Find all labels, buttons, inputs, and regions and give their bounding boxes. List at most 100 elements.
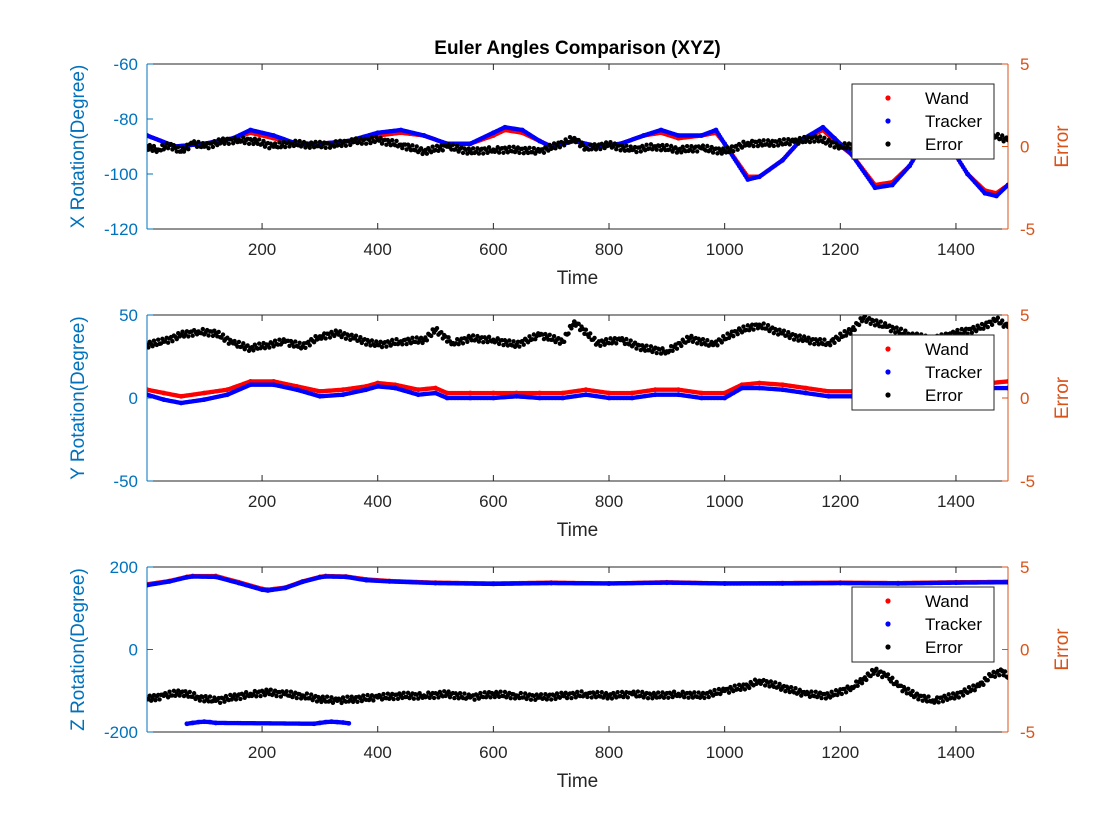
data-point: [868, 321, 873, 327]
data-point: [363, 342, 369, 347]
data-point: [551, 334, 557, 339]
x-tick-label: 800: [595, 240, 623, 259]
data-point: [797, 333, 803, 338]
data-point: [389, 337, 395, 343]
y-tick-label-left: 0: [129, 389, 138, 408]
legend-label: Tracker: [925, 363, 982, 382]
data-point: [973, 328, 979, 334]
panel-1: 200 400 600 800 1000 1200 1400-120-100-80-60-5…: [68, 38, 1073, 289]
data-point: [424, 338, 430, 343]
data-point: [856, 322, 862, 328]
y-tick-label-right: 0: [1020, 389, 1029, 408]
data-point: [995, 315, 1001, 321]
data-point: [394, 337, 399, 342]
data-point: [277, 337, 282, 342]
y-tick-label-left: -120: [104, 220, 138, 239]
data-point: [196, 139, 201, 145]
data-point: [832, 340, 837, 346]
data-point: [547, 142, 552, 148]
data-point: [176, 144, 181, 150]
data-point: [332, 333, 337, 339]
data-point: [349, 332, 354, 338]
data-point: [684, 144, 690, 149]
y-axis-label-right: Error: [1052, 628, 1073, 671]
data-point: [634, 346, 639, 351]
data-point: [705, 143, 710, 149]
data-point: [531, 145, 537, 151]
data-point: [786, 329, 791, 335]
data-point: [400, 145, 405, 151]
data-point: [486, 334, 492, 340]
data-point: [517, 344, 522, 349]
data-point: [777, 327, 782, 332]
legend-marker: [885, 392, 891, 398]
data-point: [791, 337, 797, 342]
data-point: [186, 146, 191, 152]
x-axis-label: Time: [557, 268, 599, 289]
data-point: [507, 144, 512, 150]
data-point: [293, 339, 298, 344]
data-point: [327, 335, 333, 340]
data-point: [353, 333, 359, 338]
data-point: [343, 143, 349, 148]
legend-marker: [885, 95, 891, 101]
data-point: [1005, 579, 1008, 585]
legend-marker: [885, 346, 891, 352]
data-point: [1000, 133, 1005, 138]
data-point: [1005, 385, 1008, 391]
data-point: [261, 138, 266, 144]
data-point: [170, 339, 175, 344]
data-point: [210, 144, 216, 150]
data-point: [348, 142, 353, 148]
y-axis-label-right: Error: [1052, 376, 1073, 419]
data-point: [313, 139, 318, 145]
data-point: [430, 144, 435, 149]
data-point: [418, 146, 424, 151]
y-tick-label-right: 0: [1020, 138, 1029, 157]
data-point: [822, 135, 827, 141]
x-tick-label: 1400: [937, 492, 975, 511]
data-point: [460, 341, 466, 346]
x-tick-label: 1200: [821, 492, 859, 511]
data-point: [852, 327, 857, 333]
data-point: [985, 324, 990, 330]
data-point: [731, 149, 736, 154]
data-point: [1005, 182, 1008, 188]
data-point: [439, 329, 444, 335]
data-point: [735, 147, 740, 152]
data-point: [363, 141, 369, 146]
data-point: [583, 327, 589, 332]
data-point: [282, 144, 288, 150]
data-point: [511, 339, 516, 344]
data-point: [1005, 379, 1008, 384]
data-point: [836, 337, 842, 343]
data-point: [580, 142, 586, 148]
data-point: [592, 335, 597, 341]
data-point: [694, 341, 700, 346]
data-point: [297, 340, 302, 345]
data-point: [731, 333, 736, 339]
data-point: [1005, 324, 1008, 330]
data-point: [303, 345, 308, 350]
legend-label: Tracker: [925, 112, 982, 131]
data-point: [593, 147, 599, 152]
series-group: [147, 573, 1008, 727]
data-point: [236, 339, 242, 345]
data-point: [470, 146, 476, 151]
data-point: [608, 140, 613, 145]
data-point: [547, 332, 552, 338]
data-point: [241, 341, 246, 346]
legend-label: Error: [925, 386, 963, 405]
data-point: [751, 143, 756, 149]
data-point: [878, 319, 883, 324]
x-tick-label: 800: [595, 743, 623, 762]
data-point: [654, 350, 659, 356]
data-point: [424, 151, 430, 156]
x-tick-label: 600: [479, 240, 507, 259]
data-point: [456, 341, 461, 347]
y-tick-label-right: -5: [1020, 472, 1035, 491]
data-point: [576, 137, 581, 143]
data-point: [668, 143, 674, 149]
x-tick-label: 200: [248, 492, 276, 511]
